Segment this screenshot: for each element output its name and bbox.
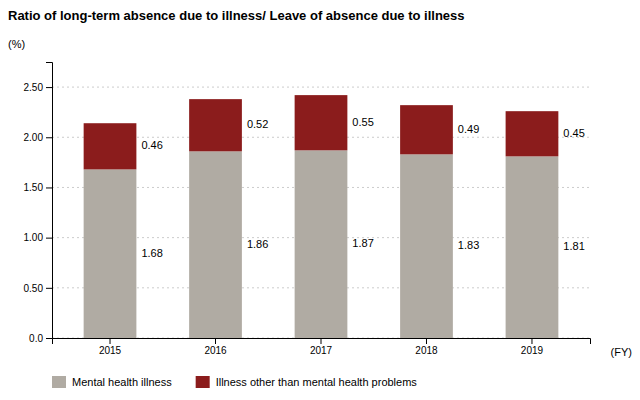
y-tick-label: 0.0 bbox=[29, 333, 43, 344]
x-axis: 2015 2016 2017 2018 2019 bbox=[53, 338, 591, 356]
bar bbox=[84, 169, 137, 338]
data-label: 0.46 bbox=[141, 139, 162, 151]
data-label: 1.81 bbox=[563, 240, 584, 252]
y-tick-mark bbox=[46, 137, 52, 138]
y-tick: 1.00 bbox=[24, 232, 52, 243]
x-tick: 2018 bbox=[415, 338, 438, 356]
x-tick-label: 2016 bbox=[204, 345, 227, 356]
legend-label: Mental health illness bbox=[72, 376, 172, 388]
bars bbox=[84, 95, 559, 338]
plot: 0.00.501.001.502.002.5020152016201720182… bbox=[24, 63, 591, 357]
legend-label: Illness other than mental health problem… bbox=[216, 376, 418, 388]
data-label: 1.68 bbox=[141, 247, 162, 259]
y-tick-mark bbox=[46, 187, 52, 188]
legend-item: Illness other than mental health problem… bbox=[196, 376, 418, 388]
bar bbox=[295, 95, 348, 150]
y-tick-label: 1.50 bbox=[24, 182, 44, 193]
bar bbox=[189, 151, 242, 338]
x-tick: 2015 bbox=[99, 338, 122, 356]
x-tick-label: 2019 bbox=[521, 345, 544, 356]
y-tick: 0.0 bbox=[29, 333, 52, 344]
y-axis-line bbox=[46, 63, 53, 339]
bar bbox=[400, 154, 453, 338]
x-tick-label: 2017 bbox=[310, 345, 333, 356]
legend-swatch bbox=[196, 376, 210, 388]
x-tick-mark bbox=[215, 338, 216, 344]
y-tick-mark bbox=[46, 338, 52, 339]
y-tick-label: 1.00 bbox=[24, 232, 44, 243]
bar bbox=[189, 99, 242, 151]
x-axis-line bbox=[53, 339, 591, 345]
x-tick: 2017 bbox=[310, 338, 333, 356]
data-labels: 1.68 1.86 1.87 1.83 1.81 0.46 0.52 0.55 0.49 0.45 bbox=[141, 116, 584, 259]
x-tick-mark bbox=[531, 338, 532, 344]
y-tick: 2.50 bbox=[24, 82, 52, 93]
title: Ratio of long-term absence due to illnes… bbox=[8, 8, 465, 23]
x-tick: 2016 bbox=[204, 338, 227, 356]
y-axis: 0.0 0.50 1.00 1.50 2.00 2.50 bbox=[24, 63, 53, 344]
y-tick-mark bbox=[46, 238, 52, 239]
y-tick-mark bbox=[46, 288, 52, 289]
data-label: 0.49 bbox=[458, 123, 479, 135]
legend-item: Mental health illness bbox=[52, 376, 172, 388]
data-label: 1.83 bbox=[458, 239, 479, 251]
y-tick-label: 2.50 bbox=[24, 82, 44, 93]
y-tick: 2.00 bbox=[24, 132, 52, 143]
x-axis-title: (FY) bbox=[611, 346, 632, 358]
chart: 0.00.501.001.502.002.5020152016201720182… bbox=[0, 0, 640, 400]
bar bbox=[400, 105, 453, 154]
y-tick-label: 2.00 bbox=[24, 132, 44, 143]
data-label: 0.45 bbox=[563, 127, 584, 139]
y-tick-mark bbox=[46, 87, 52, 88]
data-label: 1.86 bbox=[247, 238, 268, 250]
y-tick-label: 0.50 bbox=[24, 283, 44, 294]
x-tick-mark bbox=[110, 338, 111, 344]
legend: Mental health illness Illness other than … bbox=[52, 376, 417, 388]
data-label: 0.52 bbox=[247, 118, 268, 130]
bar bbox=[506, 111, 559, 156]
legend-swatch bbox=[52, 376, 66, 388]
data-label: 0.55 bbox=[352, 116, 373, 128]
data-label: 1.87 bbox=[352, 237, 373, 249]
bar bbox=[506, 156, 559, 338]
y-tick: 0.50 bbox=[24, 283, 52, 294]
x-tick-label: 2015 bbox=[99, 345, 122, 356]
grid bbox=[52, 87, 590, 338]
x-tick-mark bbox=[426, 338, 427, 344]
bar bbox=[84, 123, 137, 169]
y-axis-title: (%) bbox=[8, 38, 25, 50]
x-tick-label: 2018 bbox=[415, 345, 438, 356]
y-tick: 1.50 bbox=[24, 182, 52, 193]
grid-line bbox=[52, 87, 590, 88]
x-tick-mark bbox=[321, 338, 322, 344]
bar bbox=[295, 150, 348, 338]
x-tick: 2019 bbox=[521, 338, 544, 356]
